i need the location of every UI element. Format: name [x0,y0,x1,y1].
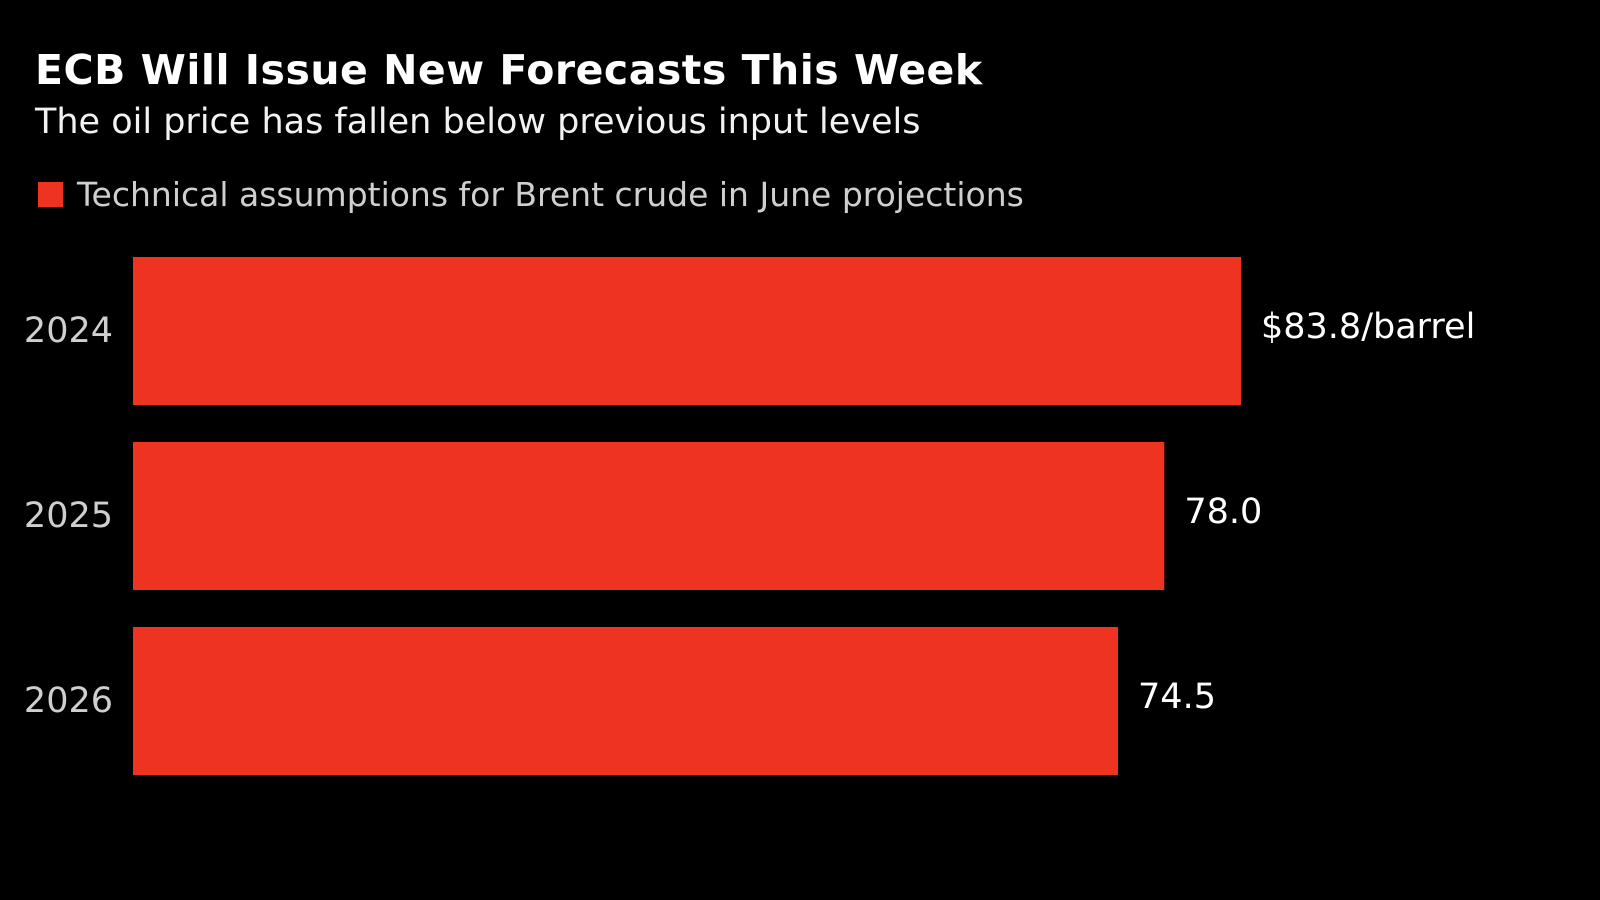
chart-subtitle: The oil price has fallen below previous … [35,102,921,142]
category-label-2024: 2024 [24,311,113,351]
chart-title: ECB Will Issue New Forecasts This Week [35,46,983,94]
category-label-2026: 2026 [24,681,113,721]
bar-2026 [133,627,1119,775]
category-label-2025: 2025 [24,496,113,536]
bar-2025 [133,442,1165,590]
data-label-2025: 78.0 [1184,492,1262,532]
data-label-2024: $83.8/barrel [1261,307,1475,347]
legend: Technical assumptions for Brent crude in… [38,172,1024,216]
legend-label: Technical assumptions for Brent crude in… [77,174,1024,214]
bar-2024 [133,257,1241,405]
legend-swatch [38,181,63,207]
data-label-2026: 74.5 [1138,677,1216,717]
